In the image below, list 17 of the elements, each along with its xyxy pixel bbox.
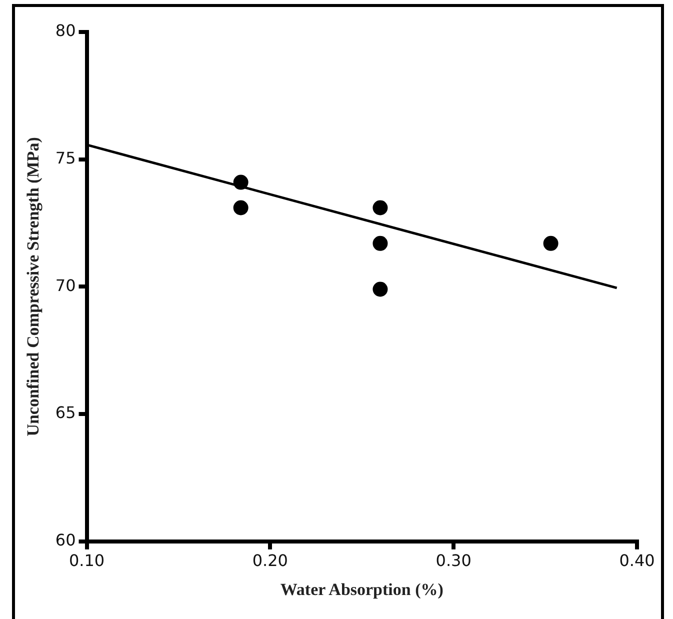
point [543, 236, 558, 251]
point [372, 200, 388, 216]
x-tick-label: 0.20 [252, 551, 288, 570]
x-axis-title: Water Absorption (%) [280, 580, 444, 600]
y-tick-label: 80 [55, 21, 76, 40]
point [372, 236, 388, 251]
y-tick-label: 60 [55, 530, 76, 550]
y-axis-title: Unconfined Compressive Strength (MPa) [24, 137, 43, 436]
point [372, 282, 388, 297]
x-tick-label: 0.10 [68, 551, 105, 570]
y-tick-label: 65 [55, 403, 76, 422]
point [233, 174, 248, 190]
y-tick-label: 70 [55, 276, 76, 295]
x-tick-label: 0.30 [436, 551, 472, 570]
y-tick-label: 75 [55, 148, 76, 168]
point [233, 200, 248, 216]
x-tick-label: 0.40 [619, 551, 655, 570]
